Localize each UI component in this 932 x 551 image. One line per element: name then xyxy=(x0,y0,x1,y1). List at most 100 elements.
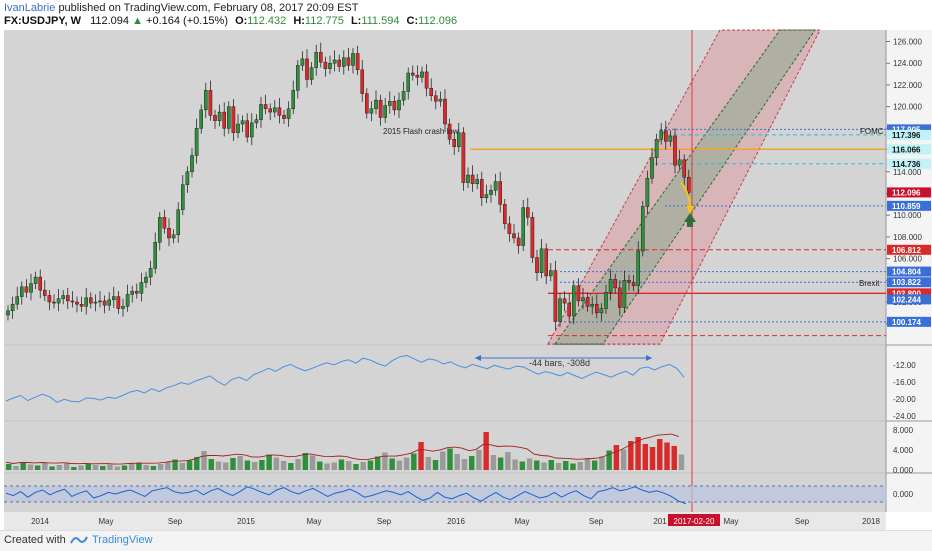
volume-bar xyxy=(548,460,554,470)
price-tag-label: 110.859 xyxy=(892,202,921,211)
price-tag[interactable] xyxy=(887,187,931,198)
price-tag[interactable] xyxy=(887,124,931,135)
candle-body xyxy=(29,283,33,293)
candle-body xyxy=(273,107,277,113)
price-tag[interactable] xyxy=(887,277,931,288)
candle-body xyxy=(56,298,61,304)
volume-bar xyxy=(259,460,265,470)
candle-body xyxy=(249,122,254,138)
candle-body xyxy=(604,292,608,309)
price-tag[interactable] xyxy=(887,294,931,305)
volume-bar xyxy=(317,461,323,470)
volume-bar xyxy=(20,462,26,470)
oscillator-tick-label: 0.000 xyxy=(893,490,914,499)
candle-body xyxy=(544,248,548,277)
volume-bar xyxy=(374,456,381,470)
price-tag[interactable] xyxy=(887,144,931,155)
candle-body xyxy=(185,171,190,185)
candle-body xyxy=(259,104,263,120)
candle-body xyxy=(291,90,296,110)
price-tag[interactable] xyxy=(887,200,931,211)
indicator-line: -12.00 -16.00 -20.00 -24.00 xyxy=(5,354,916,421)
candle-body xyxy=(236,123,240,133)
date-tag[interactable] xyxy=(668,514,720,526)
price-tag[interactable] xyxy=(887,316,931,327)
high-label: H: xyxy=(293,15,305,27)
volume-bar xyxy=(266,454,272,470)
chart-area[interactable]: 2015 Flash crash low FOMC Brexit 126.000… xyxy=(0,0,932,530)
candle-body xyxy=(254,119,259,124)
volume-bar xyxy=(628,441,634,470)
candle-body xyxy=(176,209,181,235)
candle-body xyxy=(392,101,397,111)
volume-bar xyxy=(288,463,294,470)
price-tag[interactable] xyxy=(887,158,931,169)
candle-body xyxy=(24,286,29,293)
candle-body xyxy=(438,98,443,102)
candle-body xyxy=(309,67,314,80)
price-pane[interactable] xyxy=(4,30,886,344)
candle-body xyxy=(429,87,434,96)
up-arrow-stem xyxy=(687,222,693,227)
x-tick-label: Sep xyxy=(377,517,392,526)
volume-bar xyxy=(215,461,222,470)
candle-body xyxy=(277,107,282,116)
volume-bar xyxy=(577,462,583,470)
volume-bar xyxy=(591,460,598,470)
volume-bar xyxy=(172,459,178,470)
candle-body xyxy=(296,65,300,91)
tradingview-brand[interactable]: TradingView xyxy=(92,534,153,546)
close-label: C: xyxy=(406,15,419,27)
candle-body xyxy=(203,90,208,111)
candle-body xyxy=(567,302,571,317)
y-tick-label: 120.000 xyxy=(893,103,922,112)
candle-body xyxy=(162,217,167,229)
volume-bar xyxy=(519,461,526,470)
candle-body xyxy=(659,130,663,140)
candle-body xyxy=(447,123,452,140)
up-triangle-icon: ▲ xyxy=(132,15,143,27)
volume-bar xyxy=(114,466,120,470)
volume-bar xyxy=(230,458,236,470)
candle-body xyxy=(572,285,576,317)
volume-bar xyxy=(476,450,482,470)
x-tick-label: 2018 xyxy=(862,517,880,526)
volume-bar xyxy=(367,460,374,470)
volume-bar xyxy=(555,463,562,470)
volume-bar xyxy=(71,467,77,470)
price-tag-label: 102.800 xyxy=(892,289,921,298)
price-tag[interactable] xyxy=(887,129,931,140)
candle-body xyxy=(424,71,429,89)
indicator-pane-1[interactable] xyxy=(4,346,886,420)
candle-body xyxy=(300,58,305,66)
candle-body xyxy=(475,179,480,184)
volume-bar xyxy=(179,463,186,470)
y-tick-label: 106.000 xyxy=(893,255,922,264)
oscillator-series xyxy=(5,486,687,505)
volume-bar xyxy=(107,464,113,470)
candle-body xyxy=(245,120,250,138)
author-name[interactable]: IvanLabrie xyxy=(4,2,56,14)
indicator-tick-label: -16.00 xyxy=(893,378,916,387)
volume-bar xyxy=(143,465,149,470)
candle-body xyxy=(420,71,424,78)
volume-bar xyxy=(223,462,229,470)
publish-line: IvanLabrie published on TradingView.com,… xyxy=(4,2,358,14)
volume-bar xyxy=(34,465,41,470)
symbol-name[interactable]: FX:USDJPY, W xyxy=(4,15,82,27)
brexit-label: Brexit xyxy=(859,279,880,288)
candle-body xyxy=(484,194,489,199)
volume-bar xyxy=(671,446,677,470)
price-tag[interactable] xyxy=(887,266,931,277)
candle-body xyxy=(144,276,148,283)
volume-bar xyxy=(664,442,670,470)
candle-body xyxy=(682,159,686,178)
price-tag[interactable] xyxy=(887,288,931,299)
price-tag[interactable] xyxy=(887,244,931,255)
candle-body xyxy=(521,207,525,246)
time-axis[interactable] xyxy=(4,512,886,530)
volume-bar xyxy=(92,465,99,470)
indicator-tick-label: -24.00 xyxy=(893,412,916,421)
x-tick-label: Sep xyxy=(795,517,810,526)
candle-body xyxy=(374,99,378,110)
